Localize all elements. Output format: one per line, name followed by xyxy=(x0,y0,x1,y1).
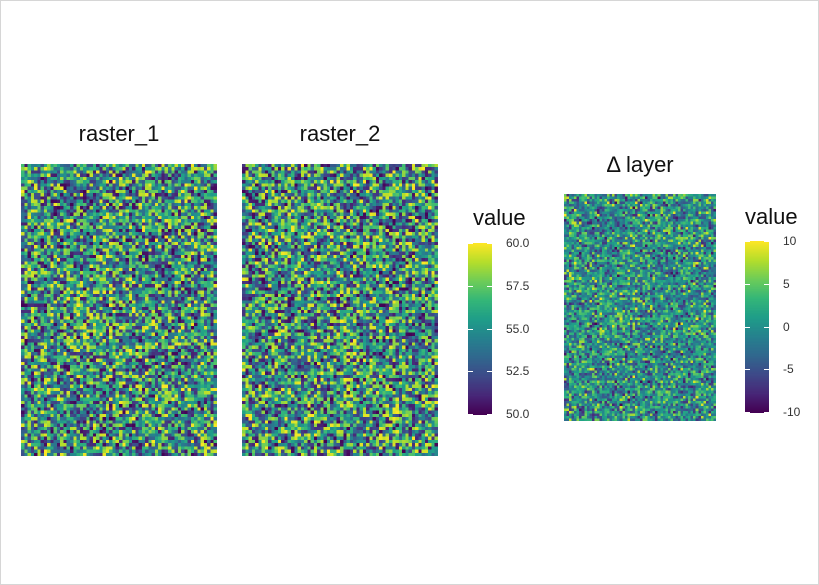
legend-1-tick-mark xyxy=(487,328,492,330)
raster-2-heatmap xyxy=(242,164,438,456)
legend-1-tick-label: 52.5 xyxy=(506,364,530,379)
legend-1-tick-mark xyxy=(487,371,492,373)
legend-2-tick-mark xyxy=(764,412,769,413)
raster-1-heatmap xyxy=(21,164,217,456)
legend-2-tick-mark xyxy=(764,283,769,285)
delta-layer-heatmap xyxy=(564,194,716,421)
legend-2-tick-mark xyxy=(764,369,769,371)
legend-1-tick-mark xyxy=(468,285,473,287)
legend-1-tick-mark xyxy=(468,328,473,330)
delta-layer-title: Δ layer xyxy=(606,152,674,177)
legend-1-tick-mark xyxy=(468,371,473,373)
legend-1-tick-mark xyxy=(468,243,473,244)
legend-1-tick-label: 55.0 xyxy=(506,321,530,336)
raster-2-title: raster_2 xyxy=(299,121,381,146)
legend-1-tick-mark xyxy=(468,414,473,415)
legend-1-tick-mark xyxy=(487,285,492,287)
legend-1-tick-label: 57.5 xyxy=(506,278,530,293)
legend-2-tick-mark xyxy=(745,326,750,328)
legend-1-tick-label: 60.0 xyxy=(506,236,530,250)
legend-2-title: value xyxy=(745,204,798,229)
legend-2-tick-label: 0 xyxy=(783,319,790,334)
legend-1-tick-mark xyxy=(487,243,492,244)
legend-1-tick-label: 50.0 xyxy=(506,407,530,421)
legend-1-tick-mark xyxy=(487,414,492,415)
legend-2-tick-mark xyxy=(745,412,750,413)
legend-2-tick-label: -5 xyxy=(783,362,794,377)
legend-2-tick-mark xyxy=(764,241,769,242)
legend-2-tick-mark xyxy=(745,241,750,242)
legend-2-tick-mark xyxy=(745,369,750,371)
legend-2-tick-mark xyxy=(745,283,750,285)
raster-1-title: raster_1 xyxy=(78,121,160,146)
legend-2-tick-mark xyxy=(764,326,769,328)
legend-2-tick-label: 10 xyxy=(783,234,797,248)
legend-2-tick-label: 5 xyxy=(783,276,790,291)
legend-2-tick-label: -10 xyxy=(783,405,801,419)
legend-1-title: value xyxy=(473,205,526,230)
